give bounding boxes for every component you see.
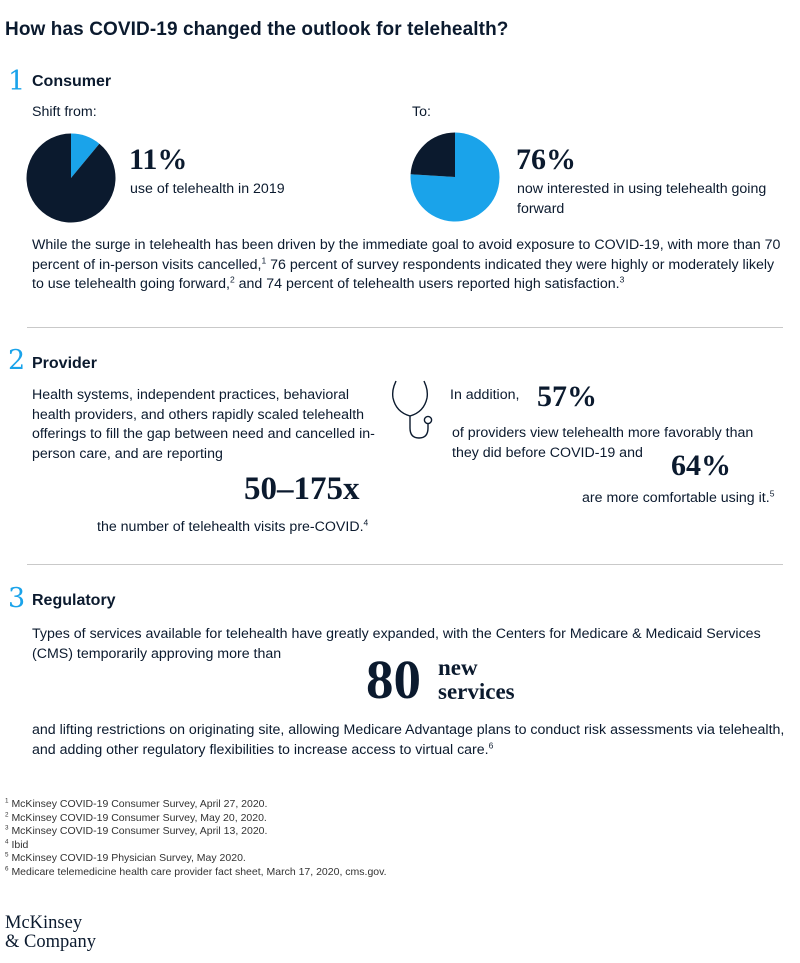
stat-value-favorable: 57% bbox=[537, 380, 597, 413]
footnote-5: 5 McKinsey COVID-19 Physician Survey, Ma… bbox=[5, 852, 387, 866]
pie-0-slice-1 bbox=[26, 133, 116, 223]
regulatory-paragraph-1: Types of services available for teleheal… bbox=[32, 626, 761, 662]
footnote-ref-5: 5 bbox=[769, 488, 775, 499]
footnote-4: 4 Ibid bbox=[5, 839, 387, 853]
footnotes: 1 McKinsey COVID-19 Consumer Survey, Apr… bbox=[5, 798, 387, 880]
consumer-paragraph-part3: and 74 percent of telehealth users repor… bbox=[234, 276, 620, 293]
footnote-text: McKinsey COVID-19 Consumer Survey, May 2… bbox=[11, 811, 267, 824]
new-services-word-services: services bbox=[438, 679, 515, 704]
stat-desc-forward: now interested in using telehealth going… bbox=[517, 181, 767, 217]
footnote-3: 3 McKinsey COVID-19 Consumer Survey, Apr… bbox=[5, 825, 387, 839]
footnote-ref-3: 3 bbox=[619, 274, 625, 285]
stat-value-forward: 76% bbox=[516, 143, 576, 176]
footnote-ref-2: 2 bbox=[229, 274, 235, 285]
logo-line-1: McKinsey bbox=[5, 913, 83, 933]
section-heading-regulatory: Regulatory bbox=[32, 592, 116, 609]
footnote-2: 2 McKinsey COVID-19 Consumer Survey, May… bbox=[5, 811, 387, 826]
footnote-1: 1 McKinsey COVID-19 Consumer Survey, Apr… bbox=[5, 798, 387, 812]
stat-desc-favorable: of providers view telehealth more favora… bbox=[452, 425, 754, 461]
shift-from-label: Shift from: bbox=[32, 104, 97, 120]
provider-paragraph: Health systems, independent practices, b… bbox=[32, 387, 375, 462]
footnote-mark: 6 bbox=[5, 865, 9, 873]
pie-1-slices bbox=[410, 132, 500, 222]
consumer-paragraph: While the surge in telehealth has been d… bbox=[32, 236, 784, 295]
stat-desc-comfortable-text: are more comfortable using it. bbox=[582, 490, 770, 506]
footnote-text: McKinsey COVID-19 Physician Survey, May … bbox=[11, 852, 246, 865]
footnote-text: McKinsey COVID-19 Consumer Survey, April… bbox=[11, 798, 268, 810]
to-label: To: bbox=[412, 104, 431, 120]
logo-line-2: & Company bbox=[5, 932, 96, 952]
divider-1 bbox=[27, 327, 783, 328]
stat-desc-2019: use of telehealth in 2019 bbox=[130, 181, 285, 197]
footnote-ref-1: 1 bbox=[261, 254, 267, 265]
consumer-paragraph-part2: 76 percent of survey respondents indicat… bbox=[32, 256, 775, 293]
footnote-mark: 4 bbox=[5, 838, 9, 846]
new-services-word-new: new bbox=[438, 655, 478, 680]
stat-value-2019: 11% bbox=[129, 143, 188, 176]
pie-chart-2019 bbox=[26, 133, 116, 223]
stat-value-comfortable: 64% bbox=[671, 449, 731, 482]
divider-2 bbox=[27, 564, 783, 565]
pie-1-slice-0 bbox=[410, 132, 500, 222]
footnote-6: 6 Medicare telemedicine health care prov… bbox=[5, 866, 387, 880]
mckinsey-logo: McKinsey & Company bbox=[5, 914, 96, 952]
visits-multiplier-value: 50–175x bbox=[244, 471, 360, 507]
pie-1-slice-1 bbox=[410, 132, 455, 177]
regulatory-paragraph-2-text: and lifting restrictions on originating … bbox=[32, 722, 785, 758]
pie-chart-forward bbox=[410, 132, 500, 222]
footnote-mark: 5 bbox=[5, 851, 9, 859]
section-number-consumer: 1 bbox=[8, 66, 26, 97]
section-number-provider: 2 bbox=[8, 345, 26, 376]
page-title: How has COVID-19 changed the outlook for… bbox=[5, 19, 509, 40]
footnote-mark: 3 bbox=[5, 824, 9, 832]
visits-multiplier-desc-text: the number of telehealth visits pre-COVI… bbox=[97, 519, 364, 535]
section-heading-provider: Provider bbox=[32, 355, 97, 372]
footnote-text: McKinsey COVID-19 Consumer Survey, April… bbox=[11, 825, 268, 838]
footnote-ref-4: 4 bbox=[363, 517, 369, 528]
pie-0-slice-0 bbox=[71, 133, 100, 178]
footnote-text: Ibid bbox=[11, 838, 29, 851]
footnote-ref-6: 6 bbox=[488, 739, 494, 750]
regulatory-paragraph-2: and lifting restrictions on originating … bbox=[32, 721, 787, 760]
new-services-value: 80 bbox=[366, 649, 421, 710]
visits-multiplier-desc: the number of telehealth visits pre-COVI… bbox=[97, 518, 368, 538]
pie-0-slices bbox=[26, 133, 116, 223]
stethoscope-icon bbox=[391, 380, 433, 439]
section-number-regulatory: 3 bbox=[8, 583, 26, 614]
stat-desc-comfortable: are more comfortable using it.5 bbox=[582, 489, 774, 509]
section-heading-consumer: Consumer bbox=[32, 73, 112, 90]
footnote-mark: 1 bbox=[5, 797, 9, 805]
in-addition-text: In addition, bbox=[450, 387, 520, 403]
footnote-text: Medicare telemedicine health care provid… bbox=[11, 865, 387, 878]
footnote-mark: 2 bbox=[5, 811, 9, 819]
consumer-paragraph-part1: While the surge in telehealth has been d… bbox=[32, 237, 781, 273]
